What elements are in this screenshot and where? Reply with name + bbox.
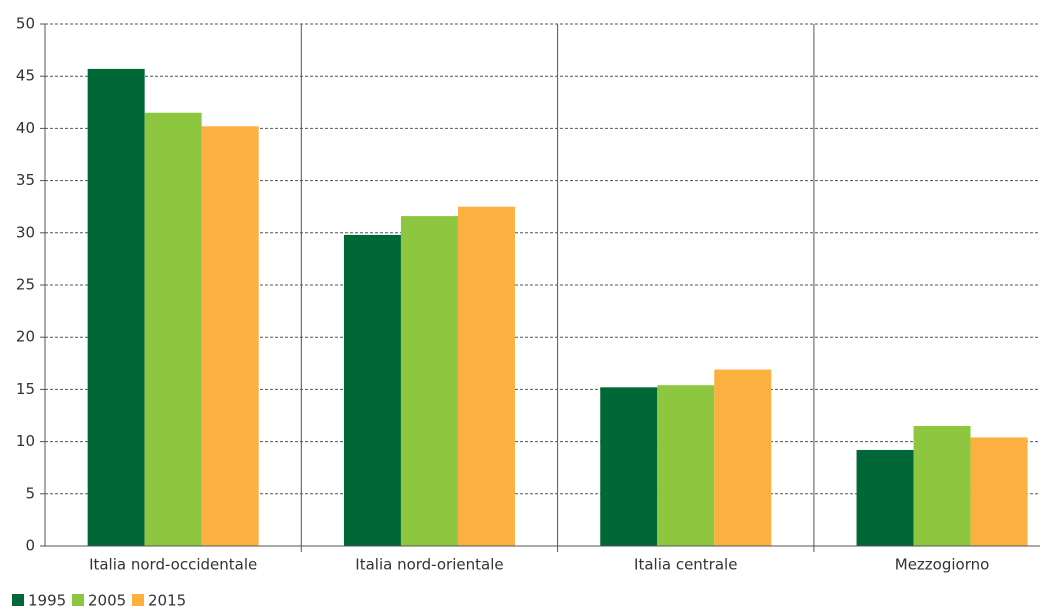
bar (400, 216, 458, 546)
bar (600, 387, 658, 546)
y-tick-label: 0 (25, 537, 35, 555)
bar (913, 425, 971, 546)
y-tick-label: 40 (16, 119, 35, 137)
bar (144, 112, 202, 547)
y-tick-label: 25 (16, 276, 35, 294)
x-tick-label: Mezzogiorno (895, 556, 990, 574)
bar (856, 449, 914, 546)
x-tick-label: Italia nord-occidentale (89, 556, 257, 574)
y-tick-label: 50 (16, 15, 35, 33)
legend-label: 2015 (148, 592, 186, 610)
y-tick-label: 45 (16, 67, 35, 85)
bar (970, 437, 1028, 546)
bar (87, 68, 145, 546)
legend-label: 2005 (88, 592, 126, 610)
bar (343, 234, 401, 546)
legend-label: 1995 (28, 592, 66, 610)
y-tick-label: 10 (16, 432, 35, 450)
x-tick-label: Italia centrale (634, 556, 737, 574)
legend-swatch (12, 594, 24, 606)
y-tick-label: 5 (25, 484, 35, 502)
y-tick-label: 35 (16, 171, 35, 189)
bar (457, 206, 515, 546)
legend-swatch (72, 594, 84, 606)
bar (201, 126, 259, 546)
y-tick-label: 20 (16, 328, 35, 346)
x-tick-label: Italia nord-orientale (355, 556, 503, 574)
bar (714, 369, 772, 546)
y-tick-label: 15 (16, 380, 35, 398)
legend-swatch (132, 594, 144, 606)
y-tick-label: 30 (16, 223, 35, 241)
bar (657, 385, 715, 546)
